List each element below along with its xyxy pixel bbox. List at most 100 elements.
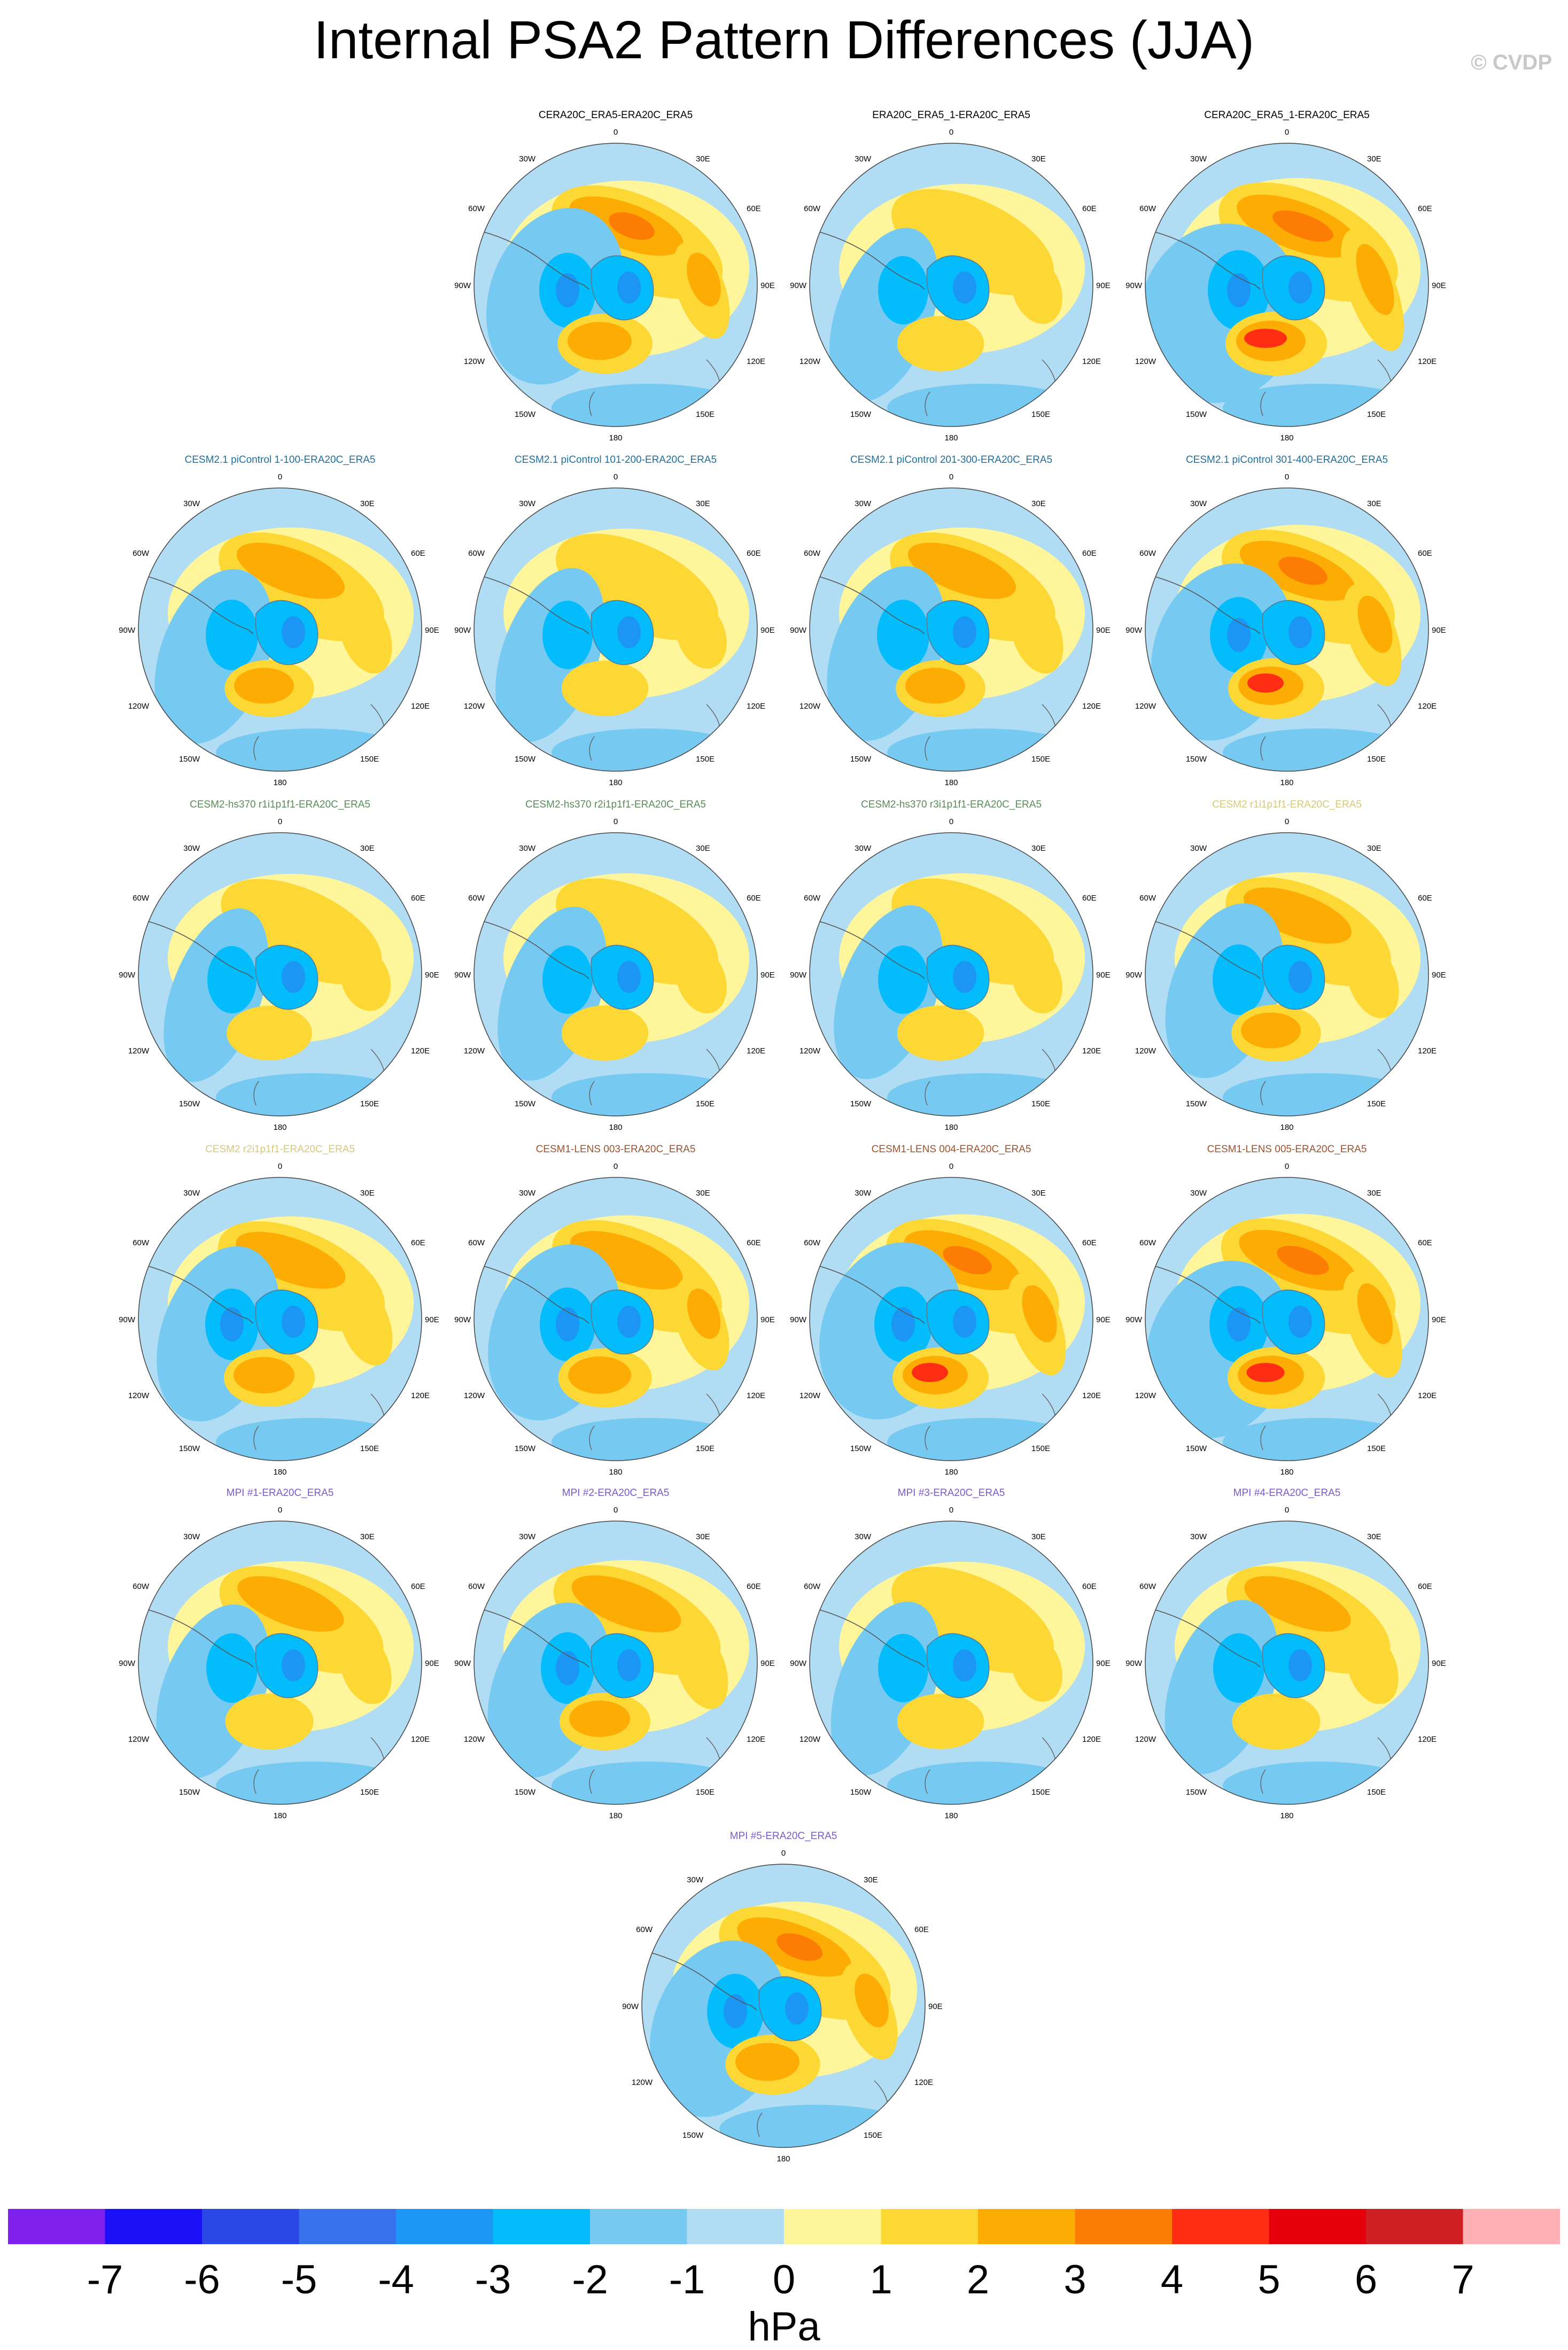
longitude-label: 150E <box>360 1788 379 1797</box>
longitude-label: 30W <box>1190 844 1207 853</box>
longitude-label: 150W <box>515 1788 536 1797</box>
longitude-label: 0 <box>278 817 282 826</box>
pressure-anomaly-field <box>138 488 422 771</box>
panel-title: CESM2.1 piControl 301-400-ERA20C_ERA5 <box>1185 454 1388 466</box>
longitude-label: 60E <box>1418 894 1432 903</box>
polar-map: 0 30W 30E 60W 60E 90W 90E 120W 120E 150W 150E 180 <box>1125 128 1446 443</box>
longitude-label: 30E <box>1031 1532 1046 1541</box>
longitude-label: 90E <box>1432 626 1446 635</box>
longitude-label: 120E <box>1082 1046 1101 1056</box>
longitude-label: 120W <box>799 1046 821 1056</box>
panel-title: MPI #2-ERA20C_ERA5 <box>562 1487 670 1499</box>
longitude-label: 30W <box>519 1532 536 1541</box>
longitude-label: 150E <box>696 410 715 419</box>
longitude-label: 30W <box>519 844 536 853</box>
longitude-label: 150W <box>850 1444 872 1453</box>
longitude-label: 120W <box>1135 357 1156 366</box>
longitude-label: 120E <box>1418 1046 1437 1056</box>
longitude-label: 0 <box>614 1506 618 1515</box>
longitude-label: 120W <box>464 1046 485 1056</box>
longitude-label: 120W <box>1135 1735 1156 1744</box>
map-panel: CESM2.1 piControl 1-100-ERA20C_ERA5 0 30W 3… <box>114 454 446 796</box>
longitude-label: 150E <box>1367 1788 1386 1797</box>
longitude-label: 30E <box>696 844 710 853</box>
longitude-label: 90W <box>119 971 136 980</box>
longitude-label: 90W <box>1125 626 1143 635</box>
longitude-label: 150W <box>1186 1788 1207 1797</box>
map-panel: CESM1-LENS 005-ERA20C_ERA5 0 30W 30E 60W 60E 9… <box>1121 1144 1453 1486</box>
polar-map: 0 30W 30E 60W 60E 90W 90E 120W 120E 150W 150E 180 <box>119 1162 439 1477</box>
cvdp-credit: © CVDP <box>1471 51 1552 74</box>
longitude-label: 150E <box>1367 1444 1386 1453</box>
longitude-label: 60E <box>914 1925 929 1934</box>
longitude-label: 150W <box>1186 1099 1207 1108</box>
longitude-label: 90W <box>790 1659 807 1668</box>
longitude-label: 30E <box>1031 1189 1046 1198</box>
longitude-label: 150E <box>360 1099 379 1108</box>
longitude-label: 150E <box>696 755 715 764</box>
longitude-label: 30E <box>864 1875 878 1884</box>
map-panel: CESM2-hs370 r2i1p1f1-ERA20C_ERA5 0 30W 30E 6… <box>450 799 781 1141</box>
longitude-label: 120E <box>1082 357 1101 366</box>
longitude-label: 120E <box>747 357 765 366</box>
longitude-label: 30W <box>183 844 200 853</box>
longitude-label: 60E <box>1082 549 1097 558</box>
pressure-anomaly-field <box>810 1521 1093 1804</box>
longitude-label: 60W <box>1139 1582 1156 1591</box>
longitude-label: 30W <box>855 1189 872 1198</box>
longitude-label: 90E <box>760 1659 775 1668</box>
longitude-label: 90E <box>1096 281 1111 290</box>
longitude-label: 150W <box>1186 410 1207 419</box>
longitude-label: 30W <box>1190 1532 1207 1541</box>
longitude-label: 150W <box>1186 1444 1207 1453</box>
polar-map: 0 30W 30E 60W 60E 90W 90E 120W 120E 150W 150E 180 <box>454 817 775 1132</box>
longitude-label: 180 <box>1280 433 1293 443</box>
colorbar-tick-label: 0 <box>772 2257 796 2302</box>
longitude-label: 180 <box>273 1468 286 1477</box>
longitude-label: 0 <box>1285 472 1289 482</box>
longitude-label: 120E <box>1082 1391 1101 1400</box>
polar-map: 0 30W 30E 60W 60E 90W 90E 120W 120E 150W 150E 180 <box>790 472 1111 787</box>
longitude-label: 90W <box>790 971 807 980</box>
longitude-label: 90W <box>790 1315 807 1324</box>
longitude-label: 60W <box>1139 549 1156 558</box>
panel-title: CESM2-hs370 r2i1p1f1-ERA20C_ERA5 <box>525 799 706 810</box>
colorbar-tick-label: -4 <box>378 2257 414 2302</box>
map-panel: CESM2.1 piControl 201-300-ERA20C_ERA5 0 30… <box>786 454 1117 796</box>
colorbar-swatch <box>1075 2209 1173 2244</box>
longitude-label: 30W <box>519 154 536 164</box>
longitude-label: 90W <box>1125 1659 1143 1668</box>
polar-map: 0 30W 30E 60W 60E 90W 90E 120W 120E 150W 150E 180 <box>119 1506 439 1820</box>
longitude-label: 90E <box>1096 1659 1111 1668</box>
longitude-label: 120E <box>1082 702 1101 711</box>
longitude-label: 30E <box>1031 154 1046 164</box>
map-panel: MPI #1-ERA20C_ERA5 0 30W 30E 60W 60E 90W 90E 120… <box>114 1487 446 1829</box>
colorbar-swatch <box>687 2209 785 2244</box>
longitude-label: 150E <box>1031 1788 1050 1797</box>
longitude-label: 90E <box>1432 281 1446 290</box>
longitude-label: 150E <box>360 755 379 764</box>
longitude-label: 150W <box>515 410 536 419</box>
pressure-anomaly-field <box>138 1177 422 1461</box>
pressure-anomaly-field <box>138 833 422 1116</box>
longitude-label: 30W <box>183 1532 200 1541</box>
colorbar-tick-label: 7 <box>1451 2257 1474 2302</box>
longitude-label: 150E <box>360 1444 379 1453</box>
polar-map: 0 30W 30E 60W 60E 90W 90E 120W 120E 150W 150E 180 <box>790 817 1111 1132</box>
longitude-label: 180 <box>609 433 622 443</box>
longitude-label: 90W <box>622 2002 639 2011</box>
colorbar-tick-label: -2 <box>572 2257 608 2302</box>
longitude-label: 150E <box>1031 755 1050 764</box>
longitude-label: 60E <box>747 1582 761 1591</box>
panel-title: CESM2.1 piControl 101-200-ERA20C_ERA5 <box>514 454 717 466</box>
colorbar-swatch <box>1366 2209 1463 2244</box>
pressure-anomaly-field <box>1145 833 1429 1116</box>
polar-map: 0 30W 30E 60W 60E 90W 90E 120W 120E 150W 150E 180 <box>622 1849 943 2163</box>
longitude-label: 150E <box>864 2131 882 2140</box>
polar-map: 0 30W 30E 60W 60E 90W 90E 120W 120E 150W 150E 180 <box>790 128 1111 443</box>
colorbar-tick-label: -3 <box>475 2257 511 2302</box>
longitude-label: 30E <box>1367 1189 1381 1198</box>
longitude-label: 30W <box>1190 154 1207 164</box>
longitude-label: 90E <box>928 2002 943 2011</box>
map-panel: CESM2 r2i1p1f1-ERA20C_ERA5 0 30W 30E 60W 60E 9… <box>114 1144 446 1486</box>
